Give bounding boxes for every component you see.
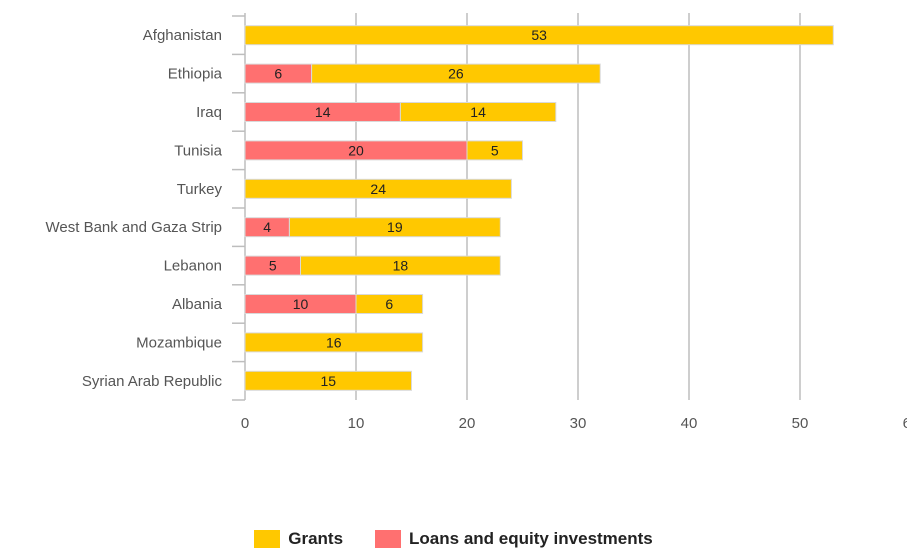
bar-grants-albania (355, 294, 424, 314)
data-label-loans-ethiopia: 6 (274, 66, 282, 82)
data-label-grants-albania: 6 (385, 296, 393, 312)
data-label-grants-syrian-arab-republic: 15 (320, 373, 336, 389)
x-tick-label-50: 50 (792, 415, 809, 432)
category-label-afghanistan: Afghanistan (143, 27, 222, 44)
bar-grants-afghanistan (244, 25, 834, 46)
legend-swatch-loans (375, 530, 402, 548)
x-tick-label-20: 20 (459, 415, 476, 432)
x-tick-label-10: 10 (348, 415, 365, 432)
category-label-mozambique: Mozambique (136, 334, 222, 351)
x-tick-label-30: 30 (570, 415, 587, 432)
data-label-grants-iraq: 14 (470, 104, 486, 120)
x-tick-label-60: 60 (903, 415, 907, 432)
legend-item-loans: Loans and equity investments (375, 529, 653, 549)
bar-grants-ethiopia (311, 63, 601, 84)
data-label-loans-lebanon: 5 (269, 258, 277, 274)
data-label-grants-ethiopia: 26 (448, 66, 464, 82)
data-label-grants-west-bank-and-gaza-strip: 19 (387, 219, 403, 235)
bar-grants-iraq (399, 102, 557, 122)
x-tick-label-40: 40 (681, 415, 698, 432)
legend-swatch-grants (254, 530, 281, 548)
category-label-syrian-arab-republic: Syrian Arab Republic (82, 373, 223, 390)
category-label-ethiopia: Ethiopia (168, 66, 223, 83)
category-label-tunisia: Tunisia (174, 142, 222, 159)
bar-grants-west-bank-and-gaza-strip (288, 217, 501, 238)
data-label-grants-lebanon: 18 (393, 258, 409, 274)
data-label-grants-tunisia: 5 (491, 142, 499, 158)
category-label-west-bank-and-gaza-strip: West Bank and Gaza Strip (46, 219, 222, 236)
stacked-bar-chart: 0536261414205024419518106016015 Afghanis… (46, 13, 907, 432)
data-label-loans-albania: 10 (293, 296, 309, 312)
bar-grants-mozambique (244, 332, 424, 353)
legend-label-grants: Grants (288, 529, 344, 548)
data-label-grants-turkey: 24 (370, 181, 386, 197)
bar-grants-lebanon (300, 255, 501, 276)
legend-label-loans: Loans and equity investments (409, 529, 653, 548)
bars: 0536261414205024419518106016015 (244, 25, 834, 391)
data-label-grants-afghanistan: 53 (531, 27, 547, 43)
data-label-loans-west-bank-and-gaza-strip: 4 (263, 219, 271, 235)
legend: Grants Loans and equity investments (0, 527, 907, 551)
data-label-grants-mozambique: 16 (326, 334, 342, 350)
data-label-loans-iraq: 14 (315, 104, 331, 120)
category-label-albania: Albania (172, 296, 223, 313)
bar-grants-turkey (244, 178, 512, 199)
bar-grants-syrian-arab-republic (244, 370, 412, 391)
legend-item-grants: Grants (254, 529, 343, 549)
category-label-lebanon: Lebanon (164, 258, 222, 275)
category-labels: Afghanistan Ethiopia Iraq Tunisia Turkey West… (46, 27, 223, 390)
bar-grants-tunisia (466, 140, 523, 161)
data-label-loans-tunisia: 20 (348, 142, 364, 158)
category-axis (232, 13, 246, 401)
category-label-turkey: Turkey (177, 181, 223, 198)
x-tick-label-0: 0 (241, 415, 249, 432)
x-tick-labels: 0 10 20 30 40 50 60 (241, 415, 907, 432)
category-label-iraq: Iraq (196, 104, 222, 121)
